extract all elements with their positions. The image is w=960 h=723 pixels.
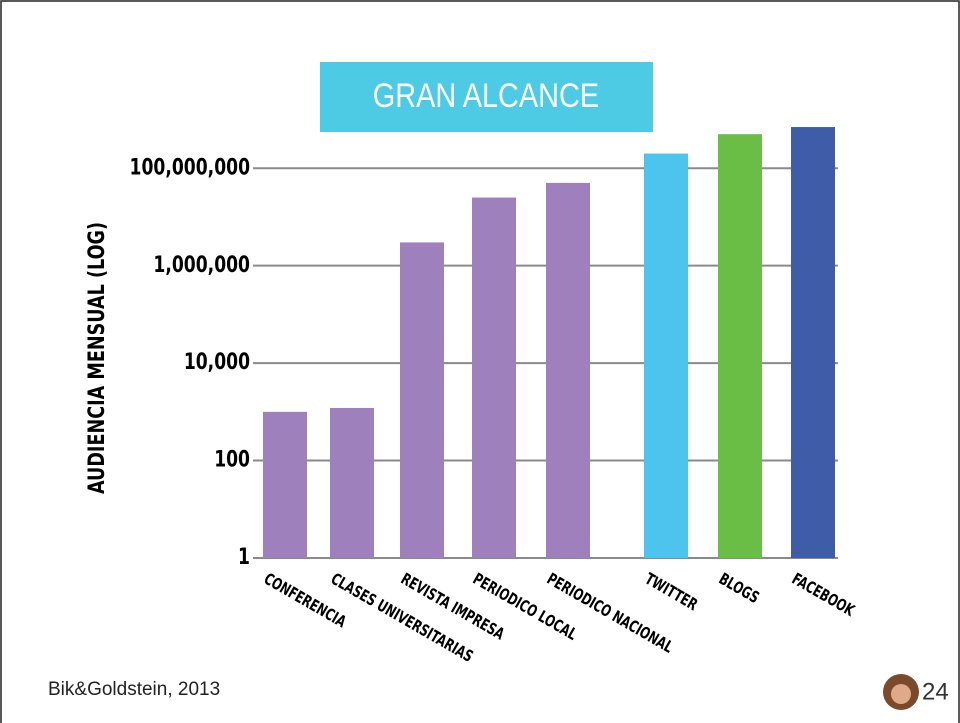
page-number: 24 (922, 678, 949, 705)
y-tick-label: 10,000 (184, 349, 250, 375)
avatar-face (891, 684, 911, 704)
bar (718, 134, 762, 558)
x-tick-label: FACEBOOK (788, 570, 858, 621)
chart-title: GRAN ALCANCE (373, 76, 599, 115)
bar (263, 411, 307, 558)
y-tick-label: 1 (238, 544, 250, 570)
bar (400, 242, 444, 558)
bar (644, 153, 688, 559)
x-tick-label: TWITTER (641, 570, 700, 615)
bar (791, 127, 835, 558)
x-tick-label: BLOGS (715, 570, 762, 608)
y-tick-label: 100 (214, 447, 250, 473)
title-box (320, 62, 653, 132)
y-tick-label: 100,000,000 (130, 154, 250, 180)
bar (330, 407, 374, 558)
y-tick-label: 1,000,000 (153, 252, 250, 278)
bar (546, 182, 590, 558)
bar (472, 197, 516, 559)
source-note: Bik&Goldstein, 2013 (48, 679, 220, 700)
y-axis-label: AUDIENCIA MENSUAL (LOG) (84, 222, 109, 494)
